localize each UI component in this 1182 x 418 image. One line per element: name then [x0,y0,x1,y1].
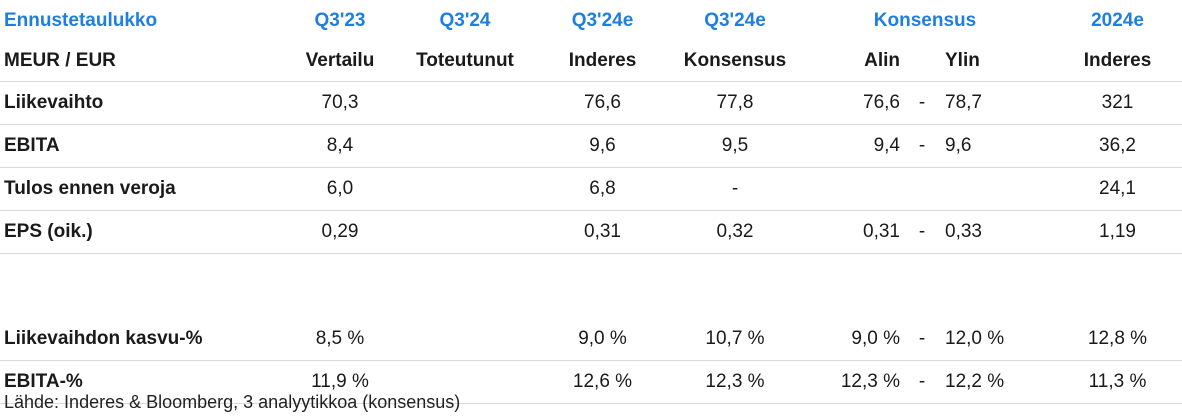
header-konsensus: Konsensus [683,50,787,71]
cell-alin: 76,6 [863,92,900,113]
header-q3-24e-inderes: Q3'24e [571,9,634,31]
cell-2024e: 36,2 [1099,135,1136,156]
cell-inderes: 9,0 % [578,328,627,349]
cell-konsensus: 0,32 [716,221,754,242]
header-2024e: 2024e [1091,9,1144,31]
source-note: Lähde: Inderes & Bloomberg, 3 analyytikk… [4,392,461,412]
cell-range-dash [912,168,932,210]
cell-inderes: 9,6 [589,135,616,156]
cell-2024e: 321 [1101,92,1134,113]
cell-alin [820,168,900,210]
table-row: Liikevaihto 70,3 76,6 77,8 76,6 - 78,7 3… [0,82,1182,125]
cell-vertailu: 6,0 [326,178,354,199]
cell-vertailu: 11,9 % [311,371,369,392]
cell-toteutunut [405,168,525,210]
cell-2024e: 12,8 % [1087,328,1148,349]
header-konsensus-range: Konsensus [873,9,977,31]
header-inderes: Inderes [568,50,637,71]
row-label: EBITA [4,135,60,156]
cell-inderes: 6,8 [589,178,616,199]
row-label: EPS (oik.) [4,221,93,242]
cell-toteutunut [405,82,525,124]
table-row: EBITA 8,4 9,6 9,5 9,4 - 9,6 36,2 [0,125,1182,168]
table-row: Liikevaihdon kasvu-% 8,5 % 9,0 % 10,7 % … [0,318,1182,361]
table-row: EBITA-% 11,9 % 12,6 % 12,3 % 12,3 % - 12… [0,361,1182,404]
cell-vertailu: 0,29 [321,221,359,242]
cell-toteutunut [405,125,525,167]
cell-ylin: 12,2 % [945,371,1005,392]
cell-inderes: 12,6 % [572,371,633,392]
header-q3-23: Q3'23 [314,9,366,31]
cell-range-dash: - [918,328,926,349]
row-label: Liikevaihdon kasvu-% [4,328,203,349]
cell-alin: 12,3 % [840,371,900,392]
cell-ylin [945,168,1015,210]
cell-ylin: 0,33 [945,221,982,242]
header-row-columns: MEUR / EUR Vertailu Toteutunut Inderes K… [0,41,1182,82]
cell-konsensus: 10,7 % [705,328,765,349]
cell-vertailu: 8,4 [326,135,354,156]
table-row: Tulos ennen veroja 6,0 6,8 - 24,1 [0,168,1182,211]
row-label: Liikevaihto [4,92,104,113]
cell-2024e: 24,1 [1099,178,1136,199]
header-unit: MEUR / EUR [4,50,116,71]
cell-alin: 9,4 [873,135,900,156]
row-spacer [0,296,1182,318]
row-label: Tulos ennen veroja [4,178,176,199]
header-ylin: Ylin [945,50,980,71]
cell-range-dash: - [918,221,926,242]
cell-range-dash: - [918,135,926,156]
cell-konsensus: 12,3 % [705,371,765,392]
header-alin: Alin [864,50,900,71]
cell-ylin: 12,0 % [945,328,1005,349]
cell-2024e: 1,19 [1099,221,1136,242]
cell-inderes: 0,31 [584,221,621,242]
cell-2024e: 11,3 % [1088,371,1147,392]
table-row: EPS (oik.) 0,29 0,31 0,32 0,31 - 0,33 1,… [0,211,1182,254]
cell-ylin: 9,6 [945,135,972,156]
cell-range-dash: - [918,92,926,113]
header-toteutunut: Toteutunut [416,50,514,71]
cell-konsensus: 9,5 [721,135,749,156]
row-label: EBITA-% [4,371,83,392]
cell-vertailu: 70,3 [321,92,359,113]
forecast-table: Ennustetaulukko Q3'23 Q3'24 Q3'24e Q3'24… [0,0,1182,404]
header-row-periods: Ennustetaulukko Q3'23 Q3'24 Q3'24e Q3'24… [0,0,1182,41]
cell-konsensus: 77,8 [716,92,754,113]
cell-konsensus: - [731,178,739,199]
cell-inderes: 76,6 [584,92,621,113]
cell-vertailu: 8,5 % [315,328,365,349]
header-q3-24e-konsensus: Q3'24e [704,9,766,31]
cell-toteutunut [405,211,525,253]
header-vertailu: Vertailu [305,50,375,71]
cell-range-dash: - [918,371,926,392]
cell-ylin: 78,7 [945,92,982,113]
header-inderes-2024: Inderes [1083,50,1152,71]
cell-alin: 9,0 % [851,328,900,349]
cell-alin: 0,31 [863,221,900,242]
header-q3-24: Q3'24 [439,9,491,31]
table-title: Ennustetaulukko [4,9,158,31]
cell-toteutunut [405,318,525,360]
row-spacer [0,254,1182,296]
